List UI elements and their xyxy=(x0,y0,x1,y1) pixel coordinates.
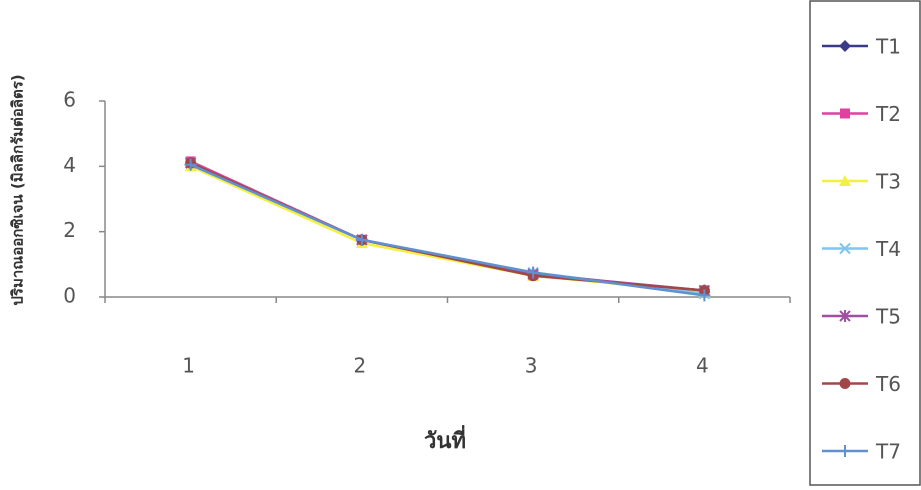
y-tick-label: 6 xyxy=(63,88,76,112)
data-point xyxy=(184,158,197,171)
legend-marker xyxy=(839,40,851,52)
legend-marker xyxy=(839,445,851,457)
x-axis-label: วันที่ xyxy=(424,424,466,454)
legend-marker xyxy=(839,175,851,186)
data-point xyxy=(698,289,711,302)
series-line xyxy=(190,161,705,292)
legend-marker xyxy=(839,378,851,389)
y-tick-label: 0 xyxy=(63,284,76,308)
legend-label: T2 xyxy=(875,102,901,126)
legend-label: T6 xyxy=(875,372,901,396)
series-line xyxy=(190,160,705,292)
legend-label: T7 xyxy=(875,440,901,464)
legend-marker xyxy=(839,242,851,255)
series-line xyxy=(190,163,705,294)
x-tick-label: 1 xyxy=(182,354,195,378)
legend-label: T3 xyxy=(875,170,901,194)
legend-label: T1 xyxy=(875,35,901,59)
legend-marker xyxy=(839,310,851,322)
x-tick-label: 2 xyxy=(354,354,367,378)
x-tick-label: 4 xyxy=(696,354,709,378)
legend-box xyxy=(809,0,921,486)
series-line xyxy=(190,163,705,297)
data-point xyxy=(527,266,540,279)
y-tick-label: 4 xyxy=(63,153,76,177)
series-line xyxy=(190,161,705,292)
x-tick-label: 3 xyxy=(525,354,538,378)
data-point xyxy=(355,233,368,246)
legend-label: T4 xyxy=(875,237,901,261)
legend-label: T5 xyxy=(875,305,901,329)
series-line xyxy=(190,165,705,294)
series-line xyxy=(190,161,705,295)
y-tick-label: 2 xyxy=(63,218,76,242)
y-axis-label: ปริมาณออกซิเจน (มิลลิกรัมต่อลิตร) xyxy=(9,74,27,305)
legend-marker xyxy=(840,108,850,119)
